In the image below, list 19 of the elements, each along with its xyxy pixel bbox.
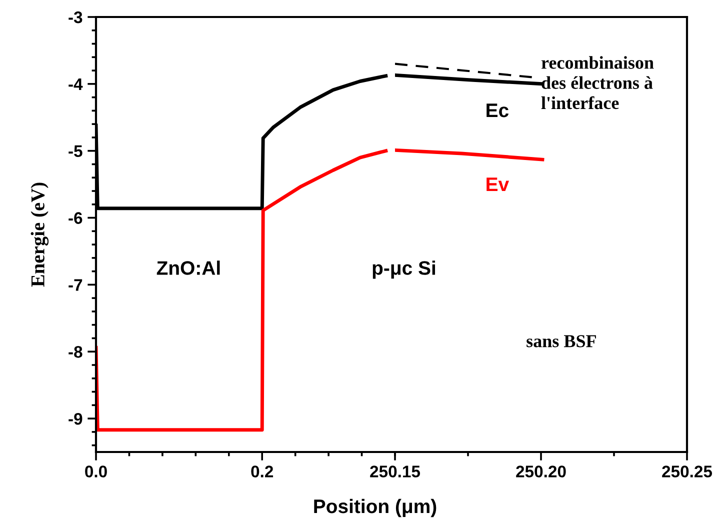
y-tick-label: -6 [68, 212, 82, 224]
x-tick-label: 250.15 [370, 466, 420, 478]
annotation: sans BSF [526, 335, 596, 348]
x-tick-label: 250.20 [516, 466, 566, 478]
series-label: Ec [486, 104, 509, 118]
y-tick-label: -7 [68, 279, 82, 291]
series-label: Ev [486, 178, 510, 191]
x-tick-label: 0.2 [251, 466, 274, 478]
y-tick-label: -9 [68, 412, 82, 425]
y-tick-label: -4 [68, 78, 83, 90]
y-axis-title: Energie (eV) [30, 182, 49, 287]
annotation: p-μc Si [372, 260, 436, 279]
y-tick-label: -8 [68, 346, 82, 358]
x-tick-label: 250.25 [662, 466, 712, 478]
x-tick-label: 0.0 [85, 466, 107, 478]
y-tick-label: -3 [68, 11, 82, 24]
x-axis-title: Position (μm) [314, 498, 436, 518]
y-tick-label: -5 [68, 145, 82, 158]
annotation: ZnO:Al [156, 260, 220, 275]
